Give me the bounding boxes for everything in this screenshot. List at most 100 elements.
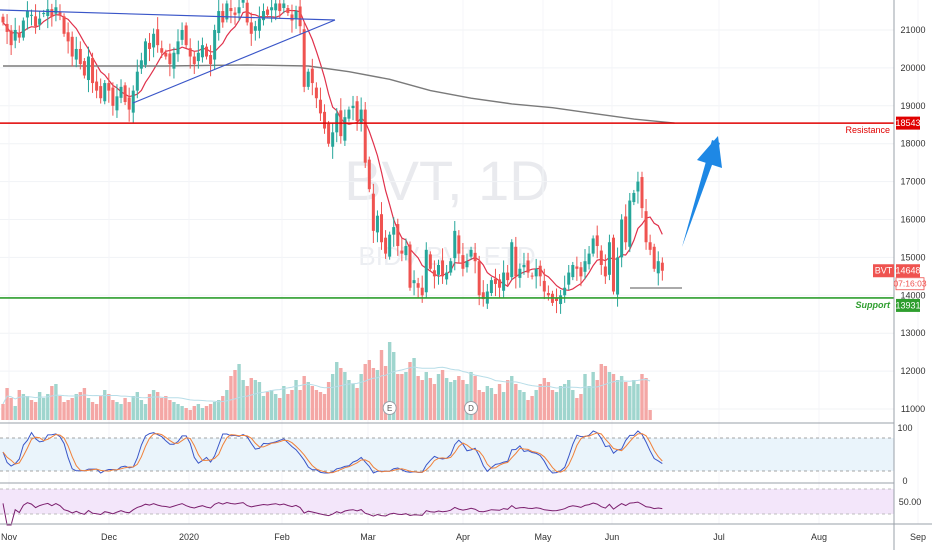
volume-bar	[367, 360, 371, 420]
resistance-label: Resistance	[845, 125, 890, 135]
volume-bar	[82, 388, 87, 420]
candle	[449, 258, 453, 276]
candle	[424, 242, 428, 298]
candlesticks[interactable]	[1, 0, 664, 314]
volume-bar	[42, 398, 46, 420]
candle	[261, 3, 265, 26]
candle	[91, 52, 95, 93]
volume-bar	[147, 394, 152, 420]
volume-ma-line	[2, 366, 651, 405]
volume-bar	[237, 364, 241, 420]
volume-bar	[510, 376, 514, 420]
candle	[436, 259, 440, 285]
volume-bar	[221, 396, 225, 420]
svg-text:D: D	[468, 404, 474, 413]
candle	[62, 13, 66, 37]
volume-bar	[241, 380, 245, 420]
volume-bar	[282, 386, 286, 420]
candle	[534, 258, 538, 289]
candle	[310, 58, 314, 96]
candle	[29, 9, 33, 26]
candle	[318, 87, 322, 121]
stochastic-pane	[0, 422, 894, 474]
candle	[139, 52, 143, 74]
candle	[323, 104, 327, 134]
last-price-tag: BVT 14648 07:16:03	[873, 264, 927, 291]
volume-bar	[29, 400, 34, 420]
candle	[416, 277, 420, 298]
volume-bar	[579, 394, 583, 420]
candle	[408, 241, 412, 291]
candle	[530, 272, 534, 280]
candle	[245, 0, 249, 26]
event-marker[interactable]: D	[464, 401, 479, 415]
watermark-symbol: BVT, 1D	[344, 149, 549, 212]
volume-bar	[330, 374, 335, 420]
candle	[599, 245, 603, 275]
candle	[380, 202, 384, 250]
candle	[192, 51, 196, 74]
volume-bar	[13, 406, 17, 420]
volume-bar	[184, 408, 188, 420]
candle	[510, 239, 514, 281]
candle	[506, 264, 510, 286]
volume-bar	[326, 382, 331, 420]
candle	[156, 17, 160, 53]
event-marker[interactable]: E	[382, 401, 397, 415]
candle	[624, 204, 628, 250]
volume-bar	[212, 402, 217, 420]
candle	[168, 43, 172, 77]
volume-bar	[351, 384, 355, 420]
candle	[388, 231, 392, 260]
candle	[636, 171, 640, 204]
volume-bar	[74, 394, 78, 420]
volume-bar	[172, 402, 176, 420]
time-tick-label: 2020	[179, 532, 199, 542]
candle	[477, 255, 481, 306]
volume-bar	[310, 386, 315, 420]
time-axis[interactable]: Nov Dec 2020 Feb Mar Apr May Jun Jul Aug Sep	[1, 532, 926, 542]
volume-bar	[62, 402, 66, 420]
price-tick-label: 18000	[900, 139, 925, 149]
volume-bar	[408, 362, 412, 420]
volume-bar	[343, 372, 347, 420]
candle	[188, 38, 192, 69]
candle	[656, 251, 660, 286]
volume-bar	[615, 380, 620, 420]
indicator-axes: 100 0 50.00	[897, 423, 921, 507]
candle	[180, 22, 184, 46]
volume-bar	[253, 380, 258, 420]
rsi-line	[2, 501, 663, 526]
volume-bar	[204, 406, 209, 420]
volume-bar	[383, 366, 388, 420]
candle	[579, 261, 583, 287]
candle	[587, 246, 591, 270]
price-axis[interactable]: 11000 12000 13000 14000 15000 16000 17000 18000…	[900, 25, 925, 414]
candle	[282, 0, 286, 14]
volume-bar	[607, 372, 612, 420]
volume-bar	[400, 374, 404, 420]
candle	[473, 242, 477, 274]
volume-bar	[497, 384, 502, 420]
candle	[34, 4, 38, 34]
volume-bar	[86, 398, 91, 420]
candle	[25, 1, 29, 30]
volume-bar	[302, 376, 306, 420]
candle	[95, 69, 99, 99]
candle	[111, 82, 115, 116]
volume-bar	[554, 392, 559, 420]
support-label: Support	[856, 300, 891, 310]
volume-bar	[453, 380, 457, 420]
volume-bar	[449, 382, 453, 420]
volume-bar	[396, 374, 400, 420]
candle	[127, 87, 131, 122]
volume-bar	[70, 398, 74, 420]
candle	[196, 40, 200, 69]
volume-bar	[432, 384, 437, 420]
volume-bar	[115, 402, 119, 420]
candle	[445, 264, 449, 285]
candle	[396, 218, 400, 256]
volume-bar	[58, 396, 62, 420]
